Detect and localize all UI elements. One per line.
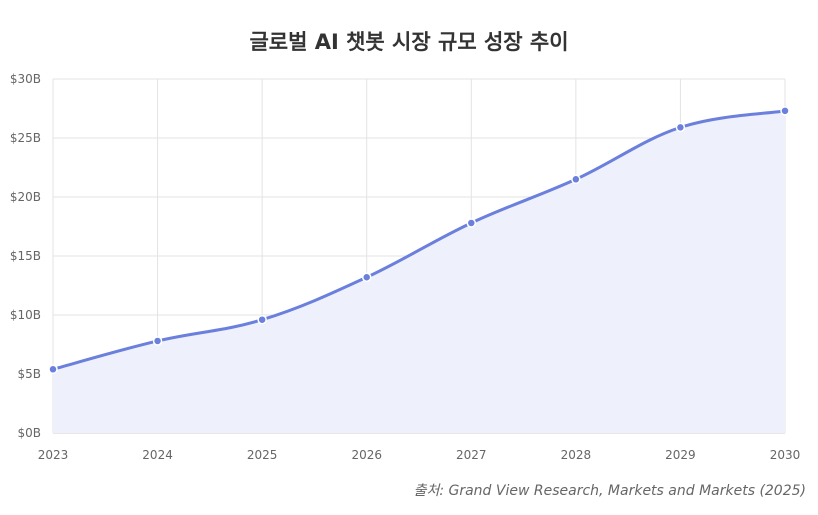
y-tick-label: $20B [10,190,41,204]
series-line [52,109,786,371]
series-area-fill [53,110,785,434]
y-tick-label: $0B [17,426,41,440]
x-tick-label: 2028 [561,448,592,462]
source-note: 출처: Grand View Research, Markets and Mar… [413,483,806,499]
data-point [780,106,790,116]
y-tick-label: $30B [10,72,41,86]
x-tick-label: 2023 [38,448,69,462]
x-tick-label: 2030 [770,448,801,462]
chart-title: 글로벌 AI 챗봇 시장 규모 성장 추이 [249,30,569,54]
data-point [48,364,58,375]
y-tick-label: $10B [10,308,41,322]
data-point [257,314,267,325]
y-tick-label: $15B [10,249,41,263]
x-tick-label: 2027 [456,448,487,462]
x-tick-label: 2029 [665,448,696,462]
data-points [48,106,790,375]
y-tick-label: $25B [10,131,41,145]
x-tick-label: 2026 [351,448,382,462]
y-tick-label: $5B [17,367,41,381]
x-tick-label: 2024 [142,448,173,462]
data-point [675,122,686,133]
data-point [466,218,477,228]
data-point [571,174,581,185]
x-tick-label: 2025 [247,448,278,462]
data-point [361,272,372,282]
x-axis-labels: 2023 2024 2025 2026 2027 2028 2029 2030 [38,448,801,462]
y-axis-labels: $0B $5B $10B $15B $20B $25B $30B [10,72,41,440]
data-point [152,336,163,346]
